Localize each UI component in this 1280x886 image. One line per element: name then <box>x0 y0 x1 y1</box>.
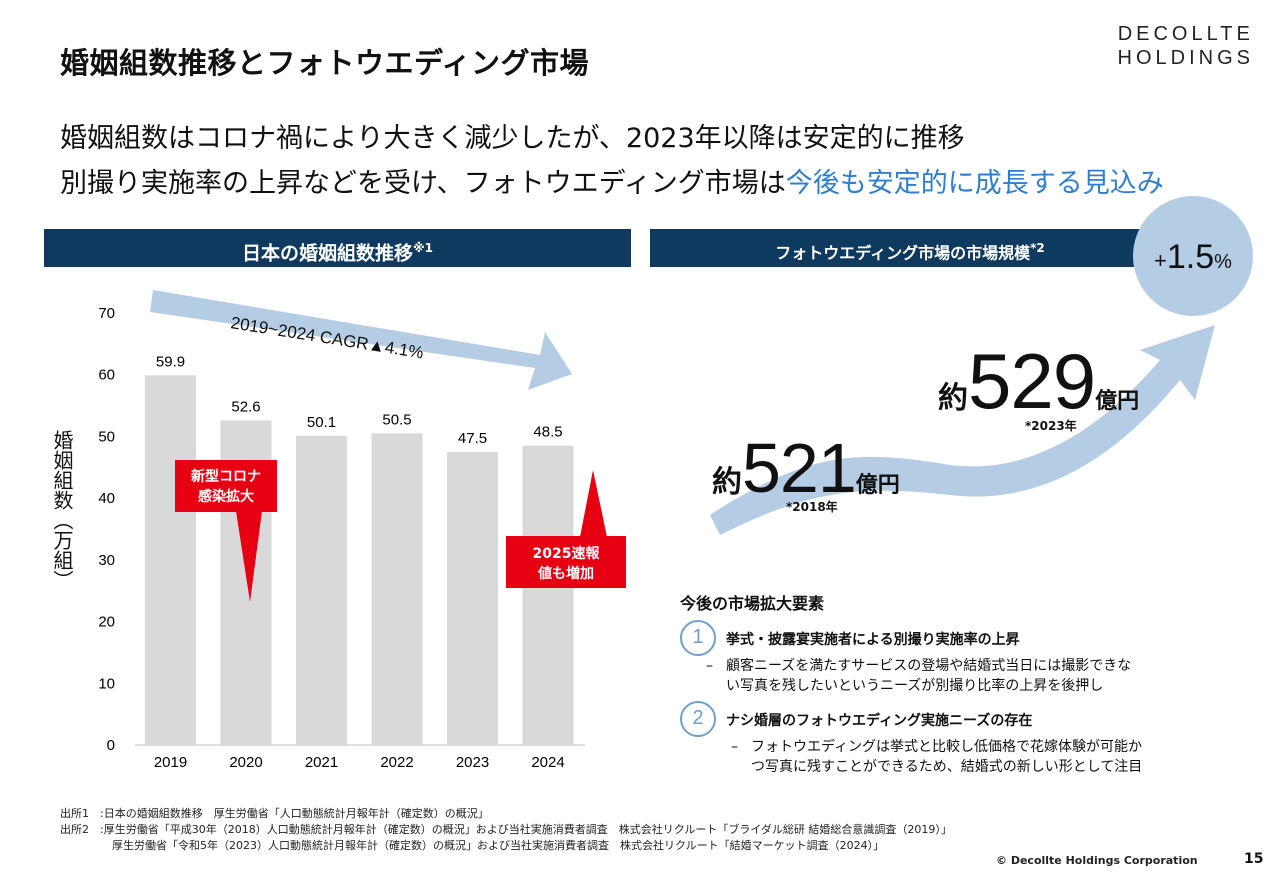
covid-callout-line1: 新型コロナ <box>191 468 261 485</box>
x-tick-label: 2023 <box>456 754 489 771</box>
market-2018: 約521億円 <box>712 428 900 508</box>
x-tick-label: 2021 <box>305 754 338 771</box>
y-tick-label: 30 <box>98 552 115 569</box>
y-axis-title: 婚姻組数（万組） <box>50 430 74 590</box>
left-panel-heading: 日本の婚姻組数推移※1 <box>44 229 631 267</box>
factor-2-line1: フォトウエディングは挙式と比較し低価格で花嫁体験が可能か <box>751 739 1143 755</box>
factor-2-dash: – <box>731 739 738 755</box>
market-growth-arrow <box>710 325 1215 535</box>
prelim-callout-pointer <box>580 470 607 537</box>
growth-arrow-body <box>710 325 1215 535</box>
prelim-callout-box <box>506 536 626 588</box>
market-2023-value: 529 <box>968 337 1096 425</box>
bar-value-label: 59.9 <box>156 353 185 370</box>
bar-2019 <box>145 375 196 745</box>
growth-badge <box>1133 196 1253 316</box>
y-tick-label: 0 <box>107 737 115 754</box>
marriage-bar-chart: 婚姻組数（万組） 0 10 20 30 40 50 60 70 59.9 52.6 50.1 50.… <box>50 290 626 771</box>
factor-2-number: 2 <box>680 701 716 737</box>
bar-value-label: 50.1 <box>307 414 336 431</box>
y-tick-label: 10 <box>98 675 115 692</box>
right-heading-text: フォトウエディング市場の市場規模 <box>775 243 1031 263</box>
market-2023-note: *2023年 <box>1025 419 1077 433</box>
copyright: © Decollte Holdings Corporation <box>996 854 1198 867</box>
prelim-callout-line2: 値も増加 <box>537 565 594 582</box>
footer-source-2a: 出所2 :厚生労働省「平成30年（2018）人口動態統計月報年計（確定数）の概況… <box>60 823 952 836</box>
market-2023: 約529億円 <box>938 336 1139 427</box>
factor-2-line2: つ写真に残すことができるため、結婚式の新しい形として注目 <box>751 759 1143 775</box>
factor-1-line2: い写真を残したいというニーズが別撮り比率の上昇を後押し <box>726 678 1104 694</box>
y-tick-label: 70 <box>98 305 115 322</box>
factor-1-line1: 顧客ニーズを満たすサービスの登場や結婚式当日には撮影できな <box>726 658 1132 674</box>
company-logo: DECOLLTE HOLDINGS <box>1118 22 1254 70</box>
factor-1-dash: – <box>706 658 713 674</box>
logo-line2: HOLDINGS <box>1117 47 1254 69</box>
right-heading-note: *2 <box>1030 241 1045 255</box>
factors-title: 今後の市場拡大要素 <box>680 594 825 613</box>
footer-source-2b: 厚生労働省「令和5年（2023）人口動態統計月報年計（確定数）の概況」および当社… <box>112 839 885 852</box>
logo-line1: DECOLLTE <box>1117 23 1254 45</box>
bar-value-labels: 59.9 52.6 50.1 50.5 47.5 48.5 <box>156 353 563 447</box>
bar-value-label: 47.5 <box>458 430 487 447</box>
bar-value-label: 48.5 <box>533 424 562 441</box>
bar-2021 <box>296 435 347 745</box>
market-2018-note: *2018年 <box>786 500 838 514</box>
x-tick-label: 2024 <box>531 754 564 771</box>
bar-2022 <box>371 433 423 745</box>
y-tick-label: 40 <box>98 490 115 507</box>
x-tick-label: 2022 <box>380 754 413 771</box>
x-tick-label: 2020 <box>229 754 262 771</box>
x-tick-label: 2019 <box>154 754 187 771</box>
market-2018-value: 521 <box>742 429 857 507</box>
footer-source-1: 出所1 :日本の婚姻組数推移 厚生労働省「人口動態統計月報年計（確定数）の概況」 <box>60 807 489 820</box>
lead-line2-highlight: 今後も安定的に成長する見込み <box>785 168 1164 199</box>
market-2018-unit: 億円 <box>855 473 900 498</box>
bar-2023 <box>447 451 498 745</box>
factor-1-heading: 挙式・披露宴実施者による別撮り実施率の上昇 <box>726 632 1020 648</box>
right-panel-heading: フォトウエディング市場の市場規模*2 <box>650 229 1170 267</box>
growth-badge-text: +1.5% <box>1133 238 1253 277</box>
lead-line2: 別撮り実施率の上昇などを受け、フォトウエディング市場は今後も安定的に成長する見込… <box>60 161 1164 200</box>
left-heading-text: 日本の婚姻組数推移 <box>241 242 413 265</box>
growth-unit: % <box>1214 251 1232 273</box>
covid-callout-pointer <box>236 511 262 602</box>
factor-2-heading: ナシ婚層のフォトウエディング実施ニーズの存在 <box>726 713 1033 729</box>
prelim-callout-line1: 2025速報 <box>533 545 601 562</box>
bar-value-label: 50.5 <box>382 411 411 428</box>
x-ticks: 2019 2020 2021 2022 2023 2024 <box>154 754 565 771</box>
lead-line1: 婚姻組数はコロナ禍により大きく減少したが、2023年以降は安定的に推移 <box>60 123 965 154</box>
trend-arrow-shape <box>150 290 572 390</box>
factor-1-number: 1 <box>680 620 716 656</box>
bar-2024 <box>522 445 574 745</box>
page-title: 婚姻組数推移とフォトウエディング市場 <box>60 46 589 80</box>
left-heading-note: ※1 <box>413 241 434 255</box>
covid-callout-box <box>175 460 277 512</box>
market-2018-prefix: 約 <box>712 465 742 500</box>
y-tick-label: 50 <box>98 428 115 445</box>
growth-value: 1.5 <box>1166 238 1215 276</box>
y-ticks: 0 10 20 30 40 50 60 70 <box>98 305 115 754</box>
y-tick-label: 60 <box>98 367 115 384</box>
lead-line2-plain: 別撮り実施率の上昇などを受け、フォトウエディング市場は <box>60 168 786 199</box>
market-2023-unit: 億円 <box>1095 389 1140 414</box>
covid-callout-line2: 感染拡大 <box>198 488 254 505</box>
growth-sign: + <box>1154 248 1167 273</box>
page-number: 15 <box>1244 851 1264 867</box>
y-tick-label: 20 <box>98 614 115 631</box>
bar-value-label: 52.6 <box>231 398 260 415</box>
market-2023-prefix: 約 <box>938 381 968 416</box>
